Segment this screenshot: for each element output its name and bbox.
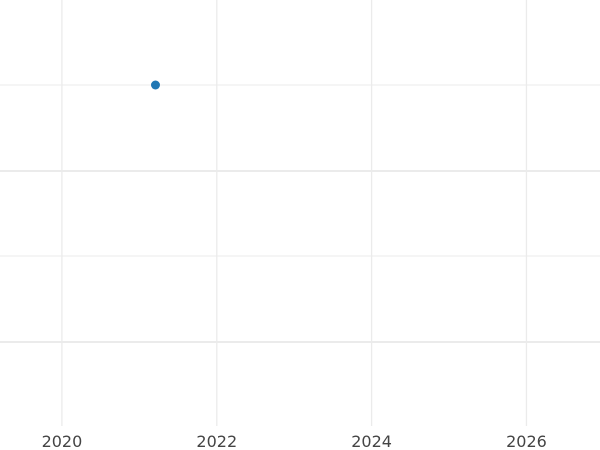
x-tick-label: 2026 <box>506 432 547 450</box>
data-point <box>150 80 160 90</box>
x-tick-label: 2022 <box>196 432 237 450</box>
grid <box>0 0 600 426</box>
data-points <box>150 80 160 90</box>
x-tick-label: 2020 <box>42 432 83 450</box>
x-axis-ticks: 2020 2022 2024 2026 <box>42 432 547 450</box>
x-tick-label: 2024 <box>351 432 392 450</box>
